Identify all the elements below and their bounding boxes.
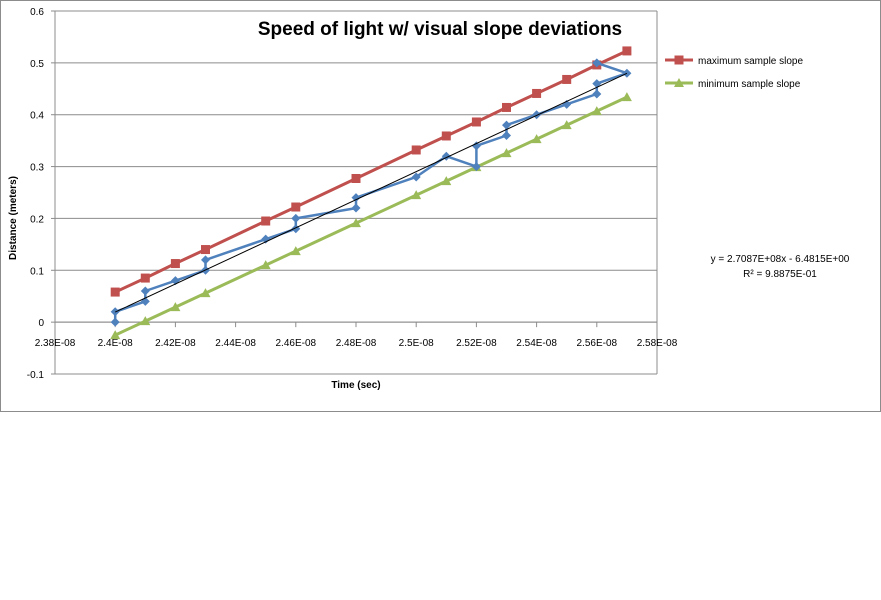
data-point-maximum-sample-slope [502, 102, 511, 112]
data-point-minimum-sample-slope [110, 330, 121, 340]
data-point-minimum-sample-slope [260, 260, 271, 270]
data-point-maximum-sample-slope [170, 259, 180, 269]
data-point-maximum-sample-slope [140, 273, 150, 283]
data-point-minimum-sample-slope [531, 134, 542, 144]
data-point-maximum-sample-slope [441, 131, 451, 141]
y-tick-label: 0.6 [30, 7, 44, 18]
data-point-minimum-sample-slope [591, 106, 602, 116]
legend-item-maximum-sample-slope: maximum sample slope [665, 55, 803, 67]
x-tick-label: 2.48E-08 [336, 338, 377, 349]
series-line-minimum-sample-slope [114, 95, 628, 337]
data-point-data [261, 234, 271, 244]
series-line-maximum-sample-slope [114, 49, 628, 294]
data-point-data [110, 317, 120, 327]
data-point-minimum-sample-slope [351, 218, 361, 228]
x-tick-label: 2.54E-08 [516, 338, 557, 349]
y-tick-label: 0.3 [30, 163, 44, 174]
series-minimum-sample-slope [110, 92, 632, 340]
data-point-maximum-sample-slope [622, 46, 632, 56]
data-point-maximum-sample-slope [532, 88, 542, 98]
x-tick-label: 2.44E-08 [215, 338, 256, 349]
legend: maximum sample slope minimum sample slope [665, 55, 803, 90]
data-point-minimum-sample-slope [501, 148, 512, 158]
data-point-minimum-sample-slope [170, 302, 181, 312]
y-tick-label: 0.5 [30, 59, 44, 70]
legend-label-minimum-sample-slope: minimum sample slope [698, 79, 801, 90]
y-tick-label: 0.1 [30, 266, 44, 277]
data-point-minimum-sample-slope [411, 190, 422, 200]
data-point-data [201, 255, 210, 265]
data-point-maximum-sample-slope [201, 245, 210, 255]
data-point-data [471, 162, 481, 172]
data-point-minimum-sample-slope [200, 288, 211, 298]
data-point-maximum-sample-slope [291, 202, 301, 212]
x-tick-label: 2.5E-08 [399, 338, 434, 349]
data-point-maximum-sample-slope [110, 287, 120, 297]
x-tick-label: 2.56E-08 [577, 338, 618, 349]
data-point-data [532, 110, 542, 120]
data-point-maximum-sample-slope [471, 117, 481, 127]
y-tick-label: 0.2 [30, 214, 44, 225]
data-point-data [351, 203, 361, 213]
y-tick-label: 0 [38, 318, 44, 329]
series-maximum-sample-slope [110, 46, 632, 297]
data-point-minimum-sample-slope [621, 92, 632, 102]
chart-title: Speed of light w/ visual slope deviation… [258, 19, 622, 40]
data-point-minimum-sample-slope [140, 316, 151, 326]
data-point-data [351, 193, 361, 203]
data-point-data [502, 120, 511, 130]
data-point-minimum-sample-slope [441, 176, 452, 186]
data-point-minimum-sample-slope [561, 120, 572, 130]
series-line-data [113, 61, 629, 323]
x-tick-label: 2.42E-08 [155, 338, 196, 349]
x-tick-label: 2.38E-08 [35, 338, 76, 349]
y-axis-title: Distance (meters) [8, 176, 19, 260]
legend-marker-maximum-sample-slope [674, 55, 684, 65]
x-axis-title: Time (sec) [331, 380, 380, 391]
data-point-data [140, 286, 150, 296]
legend-item-minimum-sample-slope: minimum sample slope [665, 78, 801, 90]
data-point-data [592, 79, 602, 89]
x-tick-label: 2.52E-08 [456, 338, 497, 349]
y-tick-label: -0.1 [27, 370, 45, 381]
data-point-data [502, 130, 511, 140]
x-tick-label: 2.46E-08 [276, 338, 317, 349]
trendline-equation: y = 2.7087E+08x - 6.4815E+00 [711, 254, 850, 265]
series-data [110, 58, 632, 327]
data-point-data [592, 89, 602, 99]
trendline-r-squared: R² = 9.8875E-01 [743, 269, 817, 280]
chart-frame: Speed of light w/ visual slope deviation… [0, 0, 881, 412]
legend-marker-minimum-sample-slope [674, 78, 684, 87]
data-point-maximum-sample-slope [411, 145, 421, 155]
data-point-data [471, 141, 481, 151]
y-tick-label: 0.4 [30, 111, 44, 122]
trendline [114, 72, 628, 313]
data-point-data [622, 68, 632, 78]
x-tick-label: 2.58E-08 [637, 338, 678, 349]
x-tick-label: 2.4E-08 [98, 338, 133, 349]
data-point-maximum-sample-slope [562, 74, 572, 84]
data-point-data [411, 172, 421, 182]
chart-svg: Speed of light w/ visual slope deviation… [8, 7, 850, 391]
data-point-data [291, 213, 301, 223]
data-point-maximum-sample-slope [261, 216, 271, 226]
data-point-minimum-sample-slope [290, 246, 301, 256]
data-point-data [592, 58, 602, 68]
data-point-maximum-sample-slope [351, 173, 361, 183]
legend-label-maximum-sample-slope: maximum sample slope [698, 56, 803, 67]
